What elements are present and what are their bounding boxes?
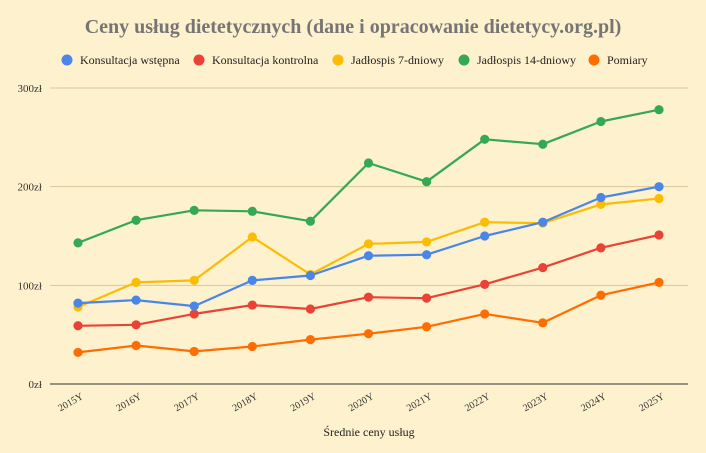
data-point <box>422 293 432 303</box>
data-point <box>538 318 548 328</box>
legend-item: Konsultacja wstępna <box>61 53 180 67</box>
legend-item: Jadłospis 7-dniowy <box>332 53 444 67</box>
legend-label: Jadłospis 14-dniowy <box>477 53 576 67</box>
x-tick-label: 2018Y <box>231 391 260 414</box>
data-point <box>480 217 490 227</box>
data-point <box>654 230 664 240</box>
x-tick-label: 2020Y <box>347 391 376 414</box>
chart-title: Ceny usług dietetycznych (dane i opracow… <box>85 16 622 38</box>
data-point <box>538 139 548 149</box>
data-point <box>305 270 315 281</box>
data-point <box>480 231 490 241</box>
x-axis-ticks: 2015Y 2016Y 2017Y 2018Y 2019Y 2020Y 2021Y 2022Y… <box>56 391 666 414</box>
data-point <box>305 216 315 226</box>
data-point <box>363 239 374 249</box>
data-point <box>73 321 83 331</box>
x-tick-label: 2017Y <box>173 391 202 414</box>
legend-label: Konsultacja wstępna <box>80 53 180 67</box>
x-tick-label: 2015Y <box>56 391 85 414</box>
data-point <box>73 298 83 308</box>
data-point <box>422 177 432 187</box>
data-point <box>596 243 606 253</box>
data-point <box>654 277 664 287</box>
data-point <box>596 192 606 203</box>
legend-label: Pomiary <box>607 53 648 67</box>
data-point <box>247 300 257 310</box>
data-point <box>189 309 199 319</box>
data-point <box>363 292 374 302</box>
data-point <box>654 105 664 115</box>
data-point <box>131 340 141 351</box>
data-point <box>247 341 257 352</box>
gridlines <box>50 87 688 286</box>
data-point <box>131 295 141 305</box>
series <box>73 105 664 358</box>
legend-marker <box>588 54 600 66</box>
data-point <box>596 199 606 210</box>
data-point <box>422 250 432 260</box>
legend-item: Jadłospis 14-dniowy <box>458 53 576 67</box>
data-point <box>654 182 664 192</box>
data-point <box>189 346 199 357</box>
series-0 <box>73 182 664 311</box>
y-tick-label: 300zł <box>18 83 42 95</box>
x-tick-label: 2022Y <box>463 391 492 414</box>
data-point <box>422 237 432 247</box>
data-point <box>189 275 199 285</box>
data-point <box>480 134 490 144</box>
data-point <box>247 275 257 285</box>
data-point <box>189 301 199 311</box>
data-point <box>131 215 141 225</box>
data-point <box>247 232 257 242</box>
legend-marker <box>61 54 73 66</box>
data-point <box>363 329 374 339</box>
legend-label: Konsultacja kontrolna <box>212 53 319 67</box>
data-point <box>363 158 374 168</box>
series-4 <box>73 277 664 358</box>
legend-item: Pomiary <box>588 53 648 67</box>
legend-label: Jadłospis 7-dniowy <box>351 53 444 67</box>
y-tick-label: 100zł <box>18 280 42 292</box>
data-point <box>73 238 83 248</box>
series-1 <box>73 230 664 331</box>
data-point <box>538 262 548 273</box>
x-tick-label: 2016Y <box>115 391 144 414</box>
x-tick-label: 2021Y <box>405 391 434 414</box>
data-point <box>305 335 315 345</box>
data-point <box>538 217 548 227</box>
data-point <box>247 206 257 216</box>
data-point <box>189 205 199 215</box>
legend: Konsultacja wstępna Konsultacja kontrolna… <box>61 53 648 67</box>
data-point <box>363 251 374 261</box>
x-tick-label: 2023Y <box>521 391 550 414</box>
data-point <box>596 116 606 127</box>
data-point <box>596 290 606 300</box>
legend-marker <box>458 54 470 66</box>
y-axis-ticks: 0zł 100zł 200zł 300zł <box>18 83 42 391</box>
data-point <box>422 322 432 332</box>
legend-item: Konsultacja kontrolna <box>193 53 319 67</box>
series-3 <box>73 105 664 248</box>
data-point <box>73 347 83 358</box>
legend-marker <box>332 54 344 66</box>
y-tick-label: 200zł <box>18 182 42 194</box>
data-point <box>305 304 315 314</box>
data-point <box>480 309 490 319</box>
data-point <box>131 320 141 330</box>
x-tick-label: 2019Y <box>289 391 318 414</box>
data-point <box>480 279 490 289</box>
y-tick-label: 0zł <box>29 379 42 391</box>
x-tick-label: 2024Y <box>579 391 608 414</box>
data-point <box>654 193 664 204</box>
x-axis-label: Średnie ceny usług <box>323 425 414 439</box>
x-tick-label: 2025Y <box>637 391 666 414</box>
series-line <box>76 108 661 244</box>
data-point <box>131 277 141 287</box>
legend-marker <box>193 54 205 66</box>
